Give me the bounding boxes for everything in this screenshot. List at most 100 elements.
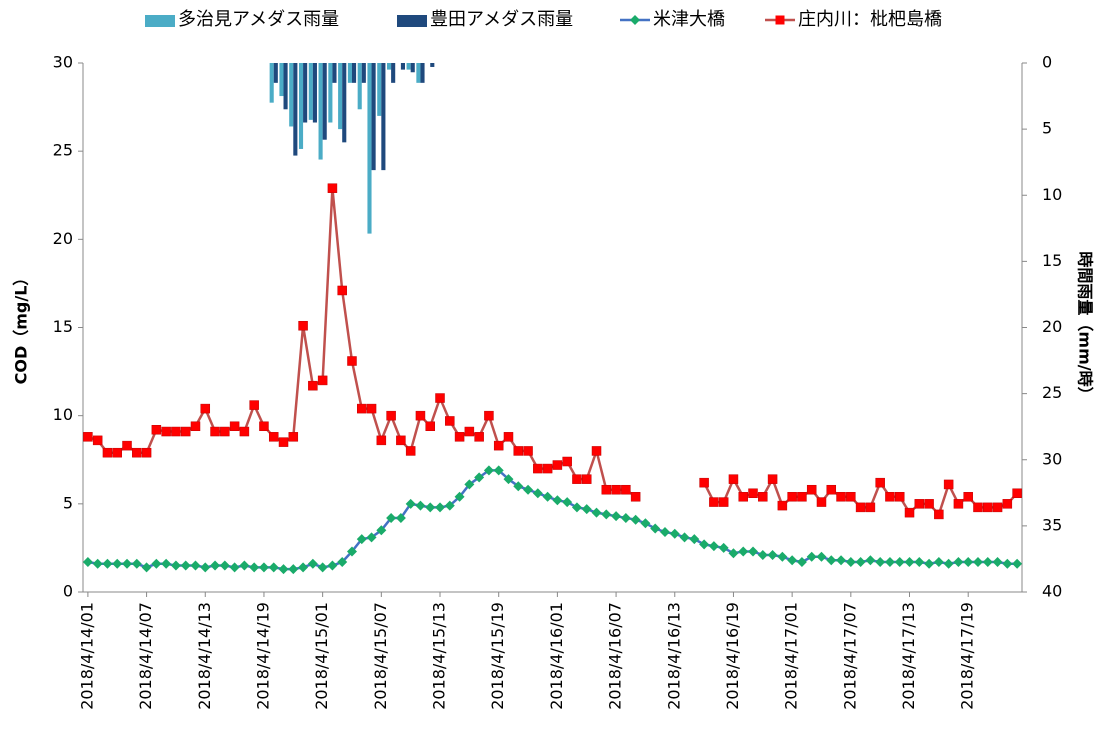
marker [963, 557, 974, 568]
x-tick-label: 2018/4/16/07 [606, 602, 625, 710]
x-tick-label: 2018/4/14/13 [195, 602, 214, 710]
marker [171, 426, 181, 437]
y-tick-label: 0 [63, 582, 73, 601]
marker [758, 492, 768, 502]
rain-bar [347, 63, 352, 83]
marker [268, 432, 279, 442]
marker [151, 558, 162, 569]
marker [317, 562, 328, 573]
marker [239, 426, 250, 437]
marker [435, 502, 446, 513]
marker [102, 558, 113, 569]
y2-tick-label: 25 [1042, 383, 1062, 402]
y2-tick-label: 20 [1042, 317, 1062, 336]
x-tick-label: 2018/4/16/19 [723, 602, 742, 710]
marker [806, 484, 817, 495]
marker [699, 539, 710, 550]
marker [933, 557, 944, 568]
rain-bar [293, 63, 298, 156]
marker [992, 502, 1003, 513]
marker [904, 507, 915, 518]
marker [992, 557, 1003, 568]
marker [317, 375, 328, 386]
marker [767, 549, 778, 560]
marker [513, 446, 524, 456]
y-axis-label: COD（mg/L） [12, 270, 31, 385]
marker [190, 560, 201, 571]
marker [777, 500, 788, 511]
marker [728, 548, 739, 559]
marker [151, 425, 162, 435]
marker [767, 474, 778, 484]
marker [972, 557, 983, 568]
rain-bar [273, 63, 278, 83]
rain-bar [328, 63, 333, 123]
x-tick-label: 2018/4/17/13 [899, 602, 918, 710]
marker [523, 446, 533, 456]
x-tick-label: 2018/4/14/01 [77, 602, 96, 710]
rain-bar [420, 63, 425, 83]
rain-bar [298, 63, 304, 149]
marker [474, 472, 485, 483]
x-tick-label: 2018/4/16/01 [547, 602, 566, 710]
marker [132, 447, 142, 458]
y-tick-label: 30 [53, 53, 73, 72]
x-tick-label: 2018/4/17/07 [840, 602, 859, 710]
marker [112, 447, 122, 458]
marker [337, 285, 347, 296]
marker [357, 403, 367, 414]
marker [396, 435, 406, 446]
marker [875, 557, 886, 568]
marker [748, 488, 758, 499]
marker [327, 560, 338, 571]
marker [689, 534, 700, 545]
y2-tick-label: 5 [1042, 119, 1052, 138]
marker [1012, 488, 1022, 499]
marker [180, 426, 191, 437]
marker [630, 514, 641, 525]
marker [337, 557, 348, 568]
marker [836, 555, 847, 566]
rain-bar [312, 63, 317, 123]
marker [483, 465, 494, 476]
x-tick-label: 2018/4/17/19 [958, 602, 977, 710]
rain-bar [387, 63, 392, 70]
marker [650, 523, 661, 534]
rain-bar [410, 63, 415, 73]
y2-tick-label: 15 [1042, 251, 1062, 270]
marker [894, 557, 905, 568]
marker [836, 492, 846, 502]
rain-bar [308, 63, 313, 120]
marker [141, 447, 152, 458]
marker [161, 558, 172, 569]
marker [943, 558, 954, 569]
marker [914, 557, 925, 568]
marker [973, 502, 983, 513]
rain-bar [391, 63, 396, 83]
marker [797, 492, 807, 502]
legend-label: 米津大橋 [653, 9, 725, 30]
marker [474, 432, 484, 442]
marker [366, 532, 377, 543]
marker [855, 502, 866, 513]
marker [983, 502, 993, 513]
marker [581, 504, 592, 515]
marker [180, 560, 191, 571]
marker [953, 499, 964, 509]
legend-swatch [397, 15, 427, 27]
marker [533, 463, 543, 474]
marker [454, 432, 465, 442]
marker [924, 499, 934, 509]
marker [757, 549, 768, 560]
y-tick-label: 15 [53, 317, 73, 336]
marker [816, 551, 827, 562]
marker [493, 440, 504, 451]
marker [845, 557, 856, 568]
rain-bar [303, 63, 308, 123]
marker [464, 426, 475, 437]
y-tick-label: 25 [53, 141, 73, 160]
rain-bar [342, 63, 347, 143]
marker [229, 421, 240, 431]
marker [444, 500, 455, 511]
